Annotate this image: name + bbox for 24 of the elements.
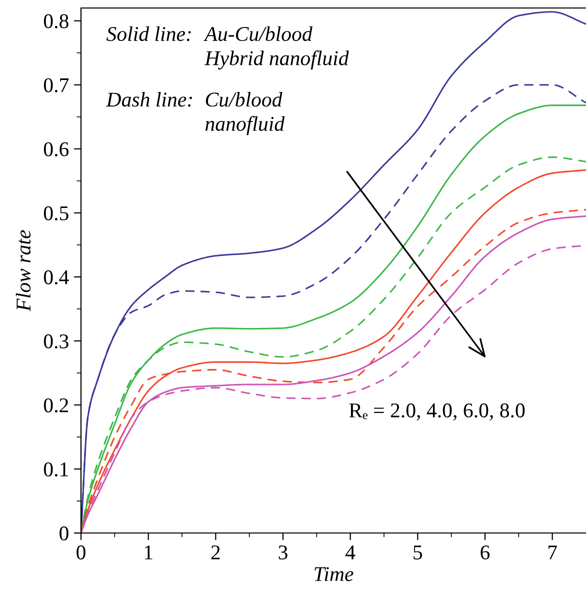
annotation: Rₑ = 2.0, 4.0, 6.0, 8.0 bbox=[349, 403, 525, 420]
y-axis-title: Flow rate bbox=[16, 230, 31, 312]
y-tick-label: 0.6 bbox=[44, 142, 69, 156]
annotation: Cu/blood nanofluid bbox=[205, 92, 285, 136]
x-tick-label: 6 bbox=[480, 545, 490, 560]
x-tick-label: 7 bbox=[548, 546, 557, 560]
y-tick-label: 0.8 bbox=[44, 14, 68, 28]
y-tick-label: 0 bbox=[60, 526, 68, 540]
annotation: Dash line: bbox=[106, 92, 192, 107]
y-tick-label: 0.1 bbox=[44, 462, 68, 476]
y-tick-label: 0.3 bbox=[44, 334, 68, 348]
y-tick-label: 0.7 bbox=[44, 78, 69, 92]
x-tick-label: 0 bbox=[76, 545, 86, 560]
x-tick-label: 5 bbox=[414, 546, 422, 560]
x-tick-label: 1 bbox=[144, 546, 152, 560]
x-tick-label: 4 bbox=[346, 546, 356, 560]
annotation: Solid line: bbox=[106, 26, 191, 42]
y-tick-label: 0.2 bbox=[44, 398, 68, 412]
y-tick-label: 0.4 bbox=[44, 270, 69, 284]
y-tick-label: 0.5 bbox=[44, 206, 68, 220]
x-tick-label: 2 bbox=[211, 545, 220, 560]
x-tick-label: 3 bbox=[278, 545, 288, 560]
x-axis-title: Time bbox=[314, 567, 354, 582]
annotation: Au-Cu/blood Hybrid nanofluid bbox=[204, 26, 349, 70]
